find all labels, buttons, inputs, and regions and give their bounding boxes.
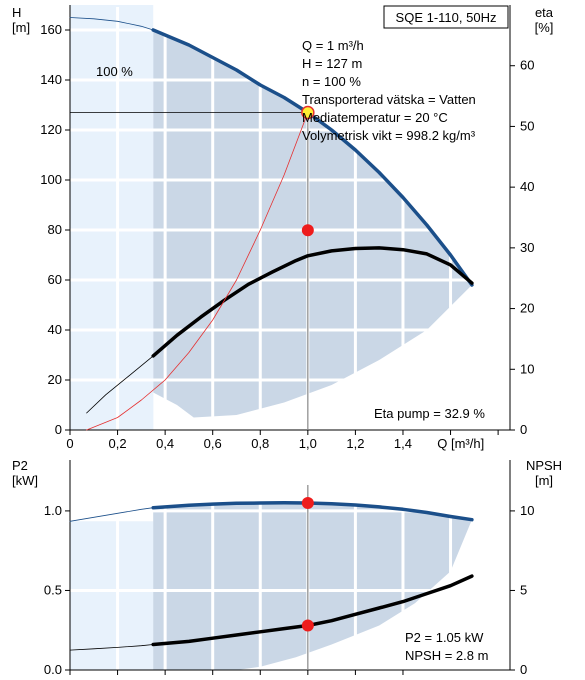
top-left-tick-label: 120 xyxy=(40,122,62,137)
top-eta-extrapolated-line xyxy=(86,355,154,414)
bottom-npsh-extrapolated-line xyxy=(69,644,154,651)
eta-operating-point xyxy=(301,224,314,237)
top-right-axis-title-line1: eta xyxy=(535,5,554,20)
top-eta-line xyxy=(151,246,474,358)
bottom-p2-extrapolated-line xyxy=(69,507,154,522)
bottom-left-axis-title-line1: P2 xyxy=(12,458,28,473)
top-left-tick-label: 80 xyxy=(48,222,62,237)
top-right-tick-label: 60 xyxy=(520,58,534,73)
bottom-right-tick-label: 5 xyxy=(520,582,527,597)
bottom-p2-line xyxy=(151,501,474,522)
x-tick-label: 0,6 xyxy=(204,436,222,451)
top-left-tick-label: 0 xyxy=(55,422,62,437)
x-tick-label: 1,0 xyxy=(299,436,317,451)
top-left-axis-title-line1: H xyxy=(12,5,21,20)
top-right-tick-label: 40 xyxy=(520,179,534,194)
npsh-operating-point xyxy=(301,619,314,632)
top-right-axis-title-line2: [%] xyxy=(535,20,554,35)
x-tick-label: 0,8 xyxy=(251,436,269,451)
info-line: n = 100 % xyxy=(302,74,361,89)
top-system-curve-line xyxy=(86,112,309,431)
top-operating-region xyxy=(153,30,472,418)
top-h-line xyxy=(151,28,474,287)
bottom-light-region xyxy=(70,521,154,670)
head-operating-point xyxy=(301,105,315,120)
curve-speed-label: 100 % xyxy=(96,64,133,79)
bottom-info-line: NPSH = 2.8 m xyxy=(405,648,488,663)
top-left-axis-title-line2: [m] xyxy=(12,20,30,35)
info-line: Mediatemperatur = 20 °C xyxy=(302,110,448,125)
info-line: H = 127 m xyxy=(302,56,362,71)
top-light-under-curve xyxy=(70,17,154,430)
bottom-left-tick-label: 0.5 xyxy=(44,582,62,597)
bottom-right-axis-title-line1: NPSH xyxy=(526,458,562,473)
bottom-info-line: P2 = 1.05 kW xyxy=(405,630,484,645)
x-axis-label: Q [m³/h] xyxy=(437,436,484,451)
title-box xyxy=(383,5,509,29)
top-right-tick-label: 10 xyxy=(520,361,534,376)
x-tick-label: 0 xyxy=(66,436,73,451)
info-line: Q = 1 m³/h xyxy=(302,38,364,53)
top-left-tick-label: 60 xyxy=(48,272,62,287)
x-tick-label: 0,2 xyxy=(109,436,127,451)
eta-pump-annotation: Eta pump = 32.9 % xyxy=(374,406,485,421)
top-left-tick-label: 160 xyxy=(40,22,62,37)
bottom-npsh-line xyxy=(151,574,474,647)
p2-operating-point xyxy=(301,496,314,509)
chart-title: SQE 1-110, 50Hz xyxy=(396,10,497,25)
top-left-tick-label: 100 xyxy=(40,172,62,187)
bottom-left-axis-title-line2: [kW] xyxy=(12,473,38,488)
bottom-left-tick-label: 0.0 xyxy=(44,662,62,677)
bottom-right-tick-label: 10 xyxy=(520,503,534,518)
info-line: Volymetrisk vikt = 998.2 kg/m³ xyxy=(302,128,476,143)
bottom-left-tick-label: 1.0 xyxy=(44,503,62,518)
top-left-tick-label: 140 xyxy=(40,72,62,87)
bottom-right-axis-title-line2: [m] xyxy=(535,473,553,488)
bottom-right-tick-label: 0 xyxy=(520,662,527,677)
top-left-tick-label: 20 xyxy=(48,372,62,387)
top-right-tick-label: 20 xyxy=(520,301,534,316)
x-tick-label: 0,4 xyxy=(156,436,174,451)
x-tick-label: 1,4 xyxy=(394,436,412,451)
top-right-tick-label: 50 xyxy=(520,118,534,133)
top-left-tick-label: 40 xyxy=(48,322,62,337)
x-tick-label: 1,2 xyxy=(346,436,364,451)
bottom-operating-region xyxy=(153,502,472,670)
info-line: Transporterad vätska = Vatten xyxy=(302,92,476,107)
top-h-extrapolated-line xyxy=(69,17,154,31)
top-right-tick-label: 30 xyxy=(520,240,534,255)
top-right-tick-label: 0 xyxy=(520,422,527,437)
